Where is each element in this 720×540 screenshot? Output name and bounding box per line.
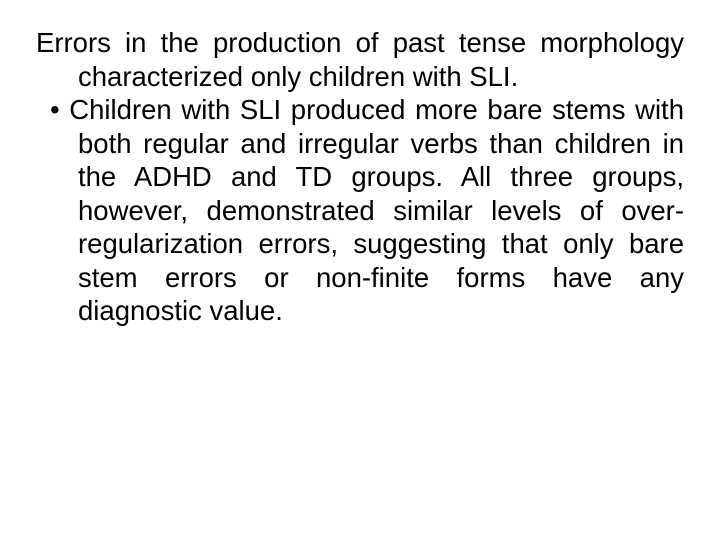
paragraph-intro: Errors in the production of past tense m… bbox=[36, 26, 684, 93]
bullet-item-findings: Children with SLI produced more bare ste… bbox=[36, 93, 684, 328]
